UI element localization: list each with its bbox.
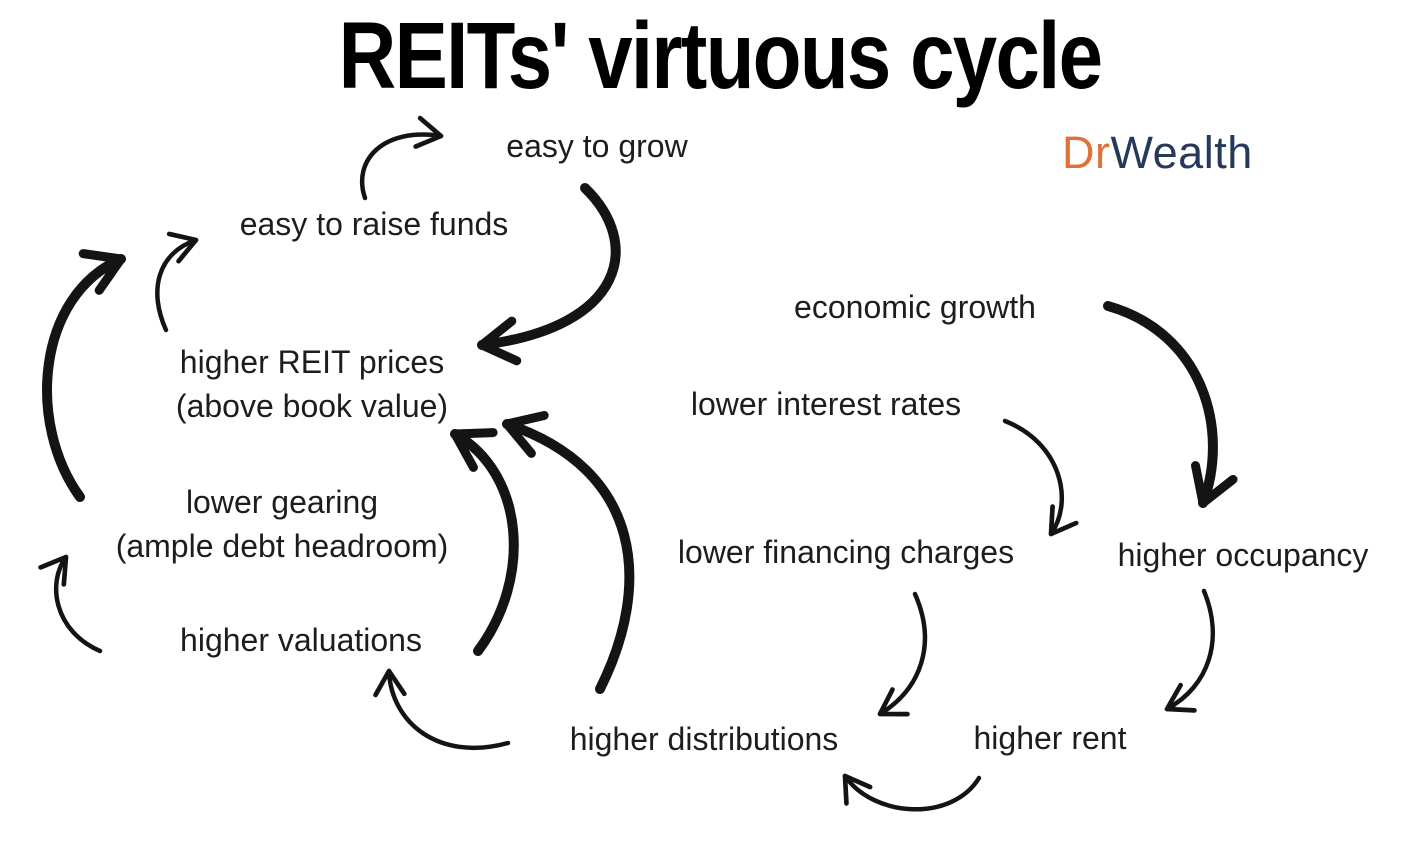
- arrow-economic-growth-to-occupancy: [1103, 301, 1238, 508]
- arrow-grow-to-reit-prices: [477, 183, 621, 366]
- node-higher-valuations: higher valuations: [180, 622, 422, 658]
- node-lower-financing-charges: lower financing charges: [677, 534, 1015, 570]
- arrow-valuations-to-gearing: [38, 554, 103, 654]
- arrow-occupancy-to-rent: [1164, 588, 1216, 713]
- arrow-interest-rates-to-financing: [1002, 418, 1079, 537]
- arrow-distributions-to-valuations: [373, 668, 511, 750]
- arrow-rent-to-distributions: [842, 773, 982, 812]
- drwealth-logo: DrWealth: [1062, 127, 1253, 179]
- node-economic-growth: economic growth: [794, 289, 1036, 325]
- node-lower-gearing-line1: lower gearing: [185, 484, 379, 520]
- page-title: REITs' virtuous cycle: [338, 3, 1103, 109]
- node-higher-reit-prices: higher REIT prices (above book value): [176, 340, 448, 428]
- logo-prefix: Dr: [1062, 127, 1111, 178]
- node-lower-gearing-line2: (ample debt headroom): [115, 528, 449, 564]
- node-lower-interest-rates: lower interest rates: [690, 386, 962, 422]
- node-higher-occupancy: higher occupancy: [1117, 537, 1369, 573]
- arrow-distributions-to-reit-prices: [502, 410, 635, 694]
- arrow-valuations-to-reit-prices: [450, 428, 519, 656]
- node-easy-to-raise-funds: easy to raise funds: [239, 206, 509, 242]
- arrow-raise-funds-to-grow: [359, 115, 444, 201]
- logo-suffix: Wealth: [1110, 127, 1253, 178]
- node-higher-rent: higher rent: [973, 720, 1127, 756]
- arrow-financing-to-distributions: [877, 591, 928, 717]
- arrow-gearing-to-raise-funds: [42, 249, 126, 502]
- arrow-reit-prices-to-raise-funds: [155, 231, 199, 333]
- node-higher-reit-prices-line2: (above book value): [175, 388, 449, 424]
- node-easy-to-grow: easy to grow: [506, 128, 688, 164]
- node-higher-reit-prices-line1: higher REIT prices: [179, 344, 445, 380]
- node-higher-distributions: higher distributions: [569, 721, 839, 757]
- node-lower-gearing: lower gearing (ample debt headroom): [116, 480, 449, 568]
